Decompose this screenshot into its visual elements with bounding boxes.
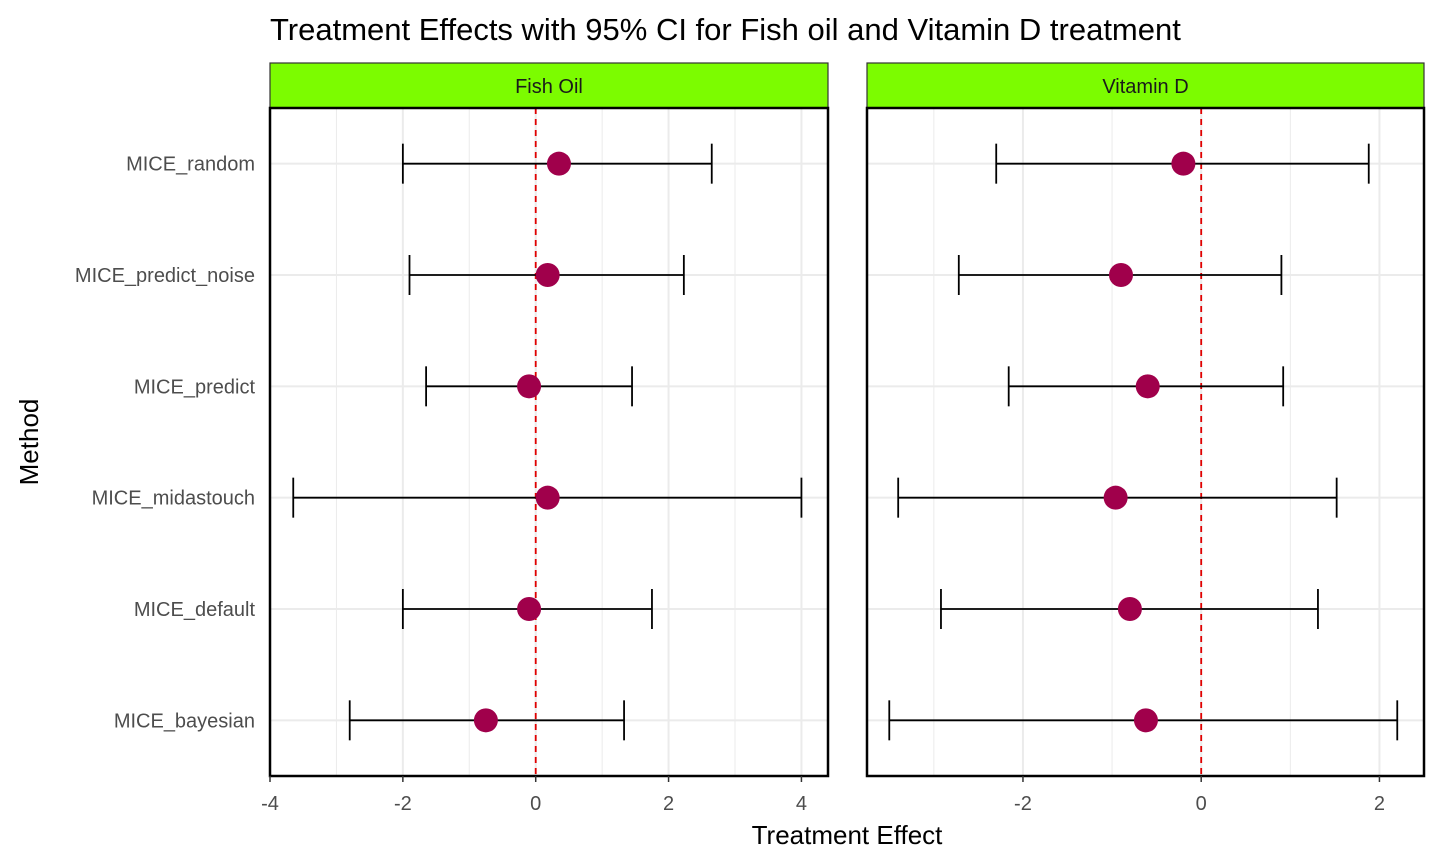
data-point xyxy=(1108,263,1133,287)
plot-layer: MICE_random MICE_predict_noise MICE_predic… xyxy=(75,62,1426,815)
x-tick-label: 0 xyxy=(530,793,541,815)
x-tick-label: 0 xyxy=(1196,793,1207,815)
data-point xyxy=(535,263,560,287)
y-tick-label: MICE_random xyxy=(126,154,255,176)
x-tick-label: -2 xyxy=(394,793,412,815)
data-point xyxy=(546,151,571,176)
facet-strip-label: Vitamin D xyxy=(1102,76,1188,98)
x-tick-label: 2 xyxy=(663,793,674,815)
x-tick-label: -4 xyxy=(261,793,279,815)
facet-panel-0: Fish Oil -4 -2 0 2 4 xyxy=(261,62,830,815)
y-axis-title: Method xyxy=(14,399,44,486)
y-tick-label: MICE_midastouch xyxy=(92,488,255,510)
data-point xyxy=(1133,708,1158,733)
data-point xyxy=(517,374,542,399)
x-tick-label: 2 xyxy=(1374,793,1385,815)
chart-title: Treatment Effects with 95% CI for Fish o… xyxy=(270,12,1181,47)
facet-strip xyxy=(866,62,1425,109)
facet-panel-1: Vitamin D -2 0 2 xyxy=(865,62,1426,815)
y-tick-label: MICE_default xyxy=(134,599,256,621)
facet-strip-label: Fish Oil xyxy=(515,76,583,98)
y-tick-label: MICE_predict_noise xyxy=(75,265,255,287)
data-point xyxy=(1171,151,1196,176)
data-point xyxy=(1135,374,1160,399)
facet-strip xyxy=(269,62,829,109)
y-tick-label: MICE_predict xyxy=(134,376,256,398)
x-axis-title: Treatment Effect xyxy=(752,820,944,850)
panel-border xyxy=(865,106,1426,778)
x-tick-label: 4 xyxy=(796,793,807,815)
data-point xyxy=(517,597,542,621)
data-point xyxy=(1117,597,1142,621)
data-point xyxy=(1103,485,1128,510)
data-point xyxy=(473,708,498,733)
x-tick-label: -2 xyxy=(1014,793,1032,815)
panel-border xyxy=(268,106,830,778)
data-point xyxy=(535,485,560,510)
y-tick-label: MICE_bayesian xyxy=(114,710,255,732)
